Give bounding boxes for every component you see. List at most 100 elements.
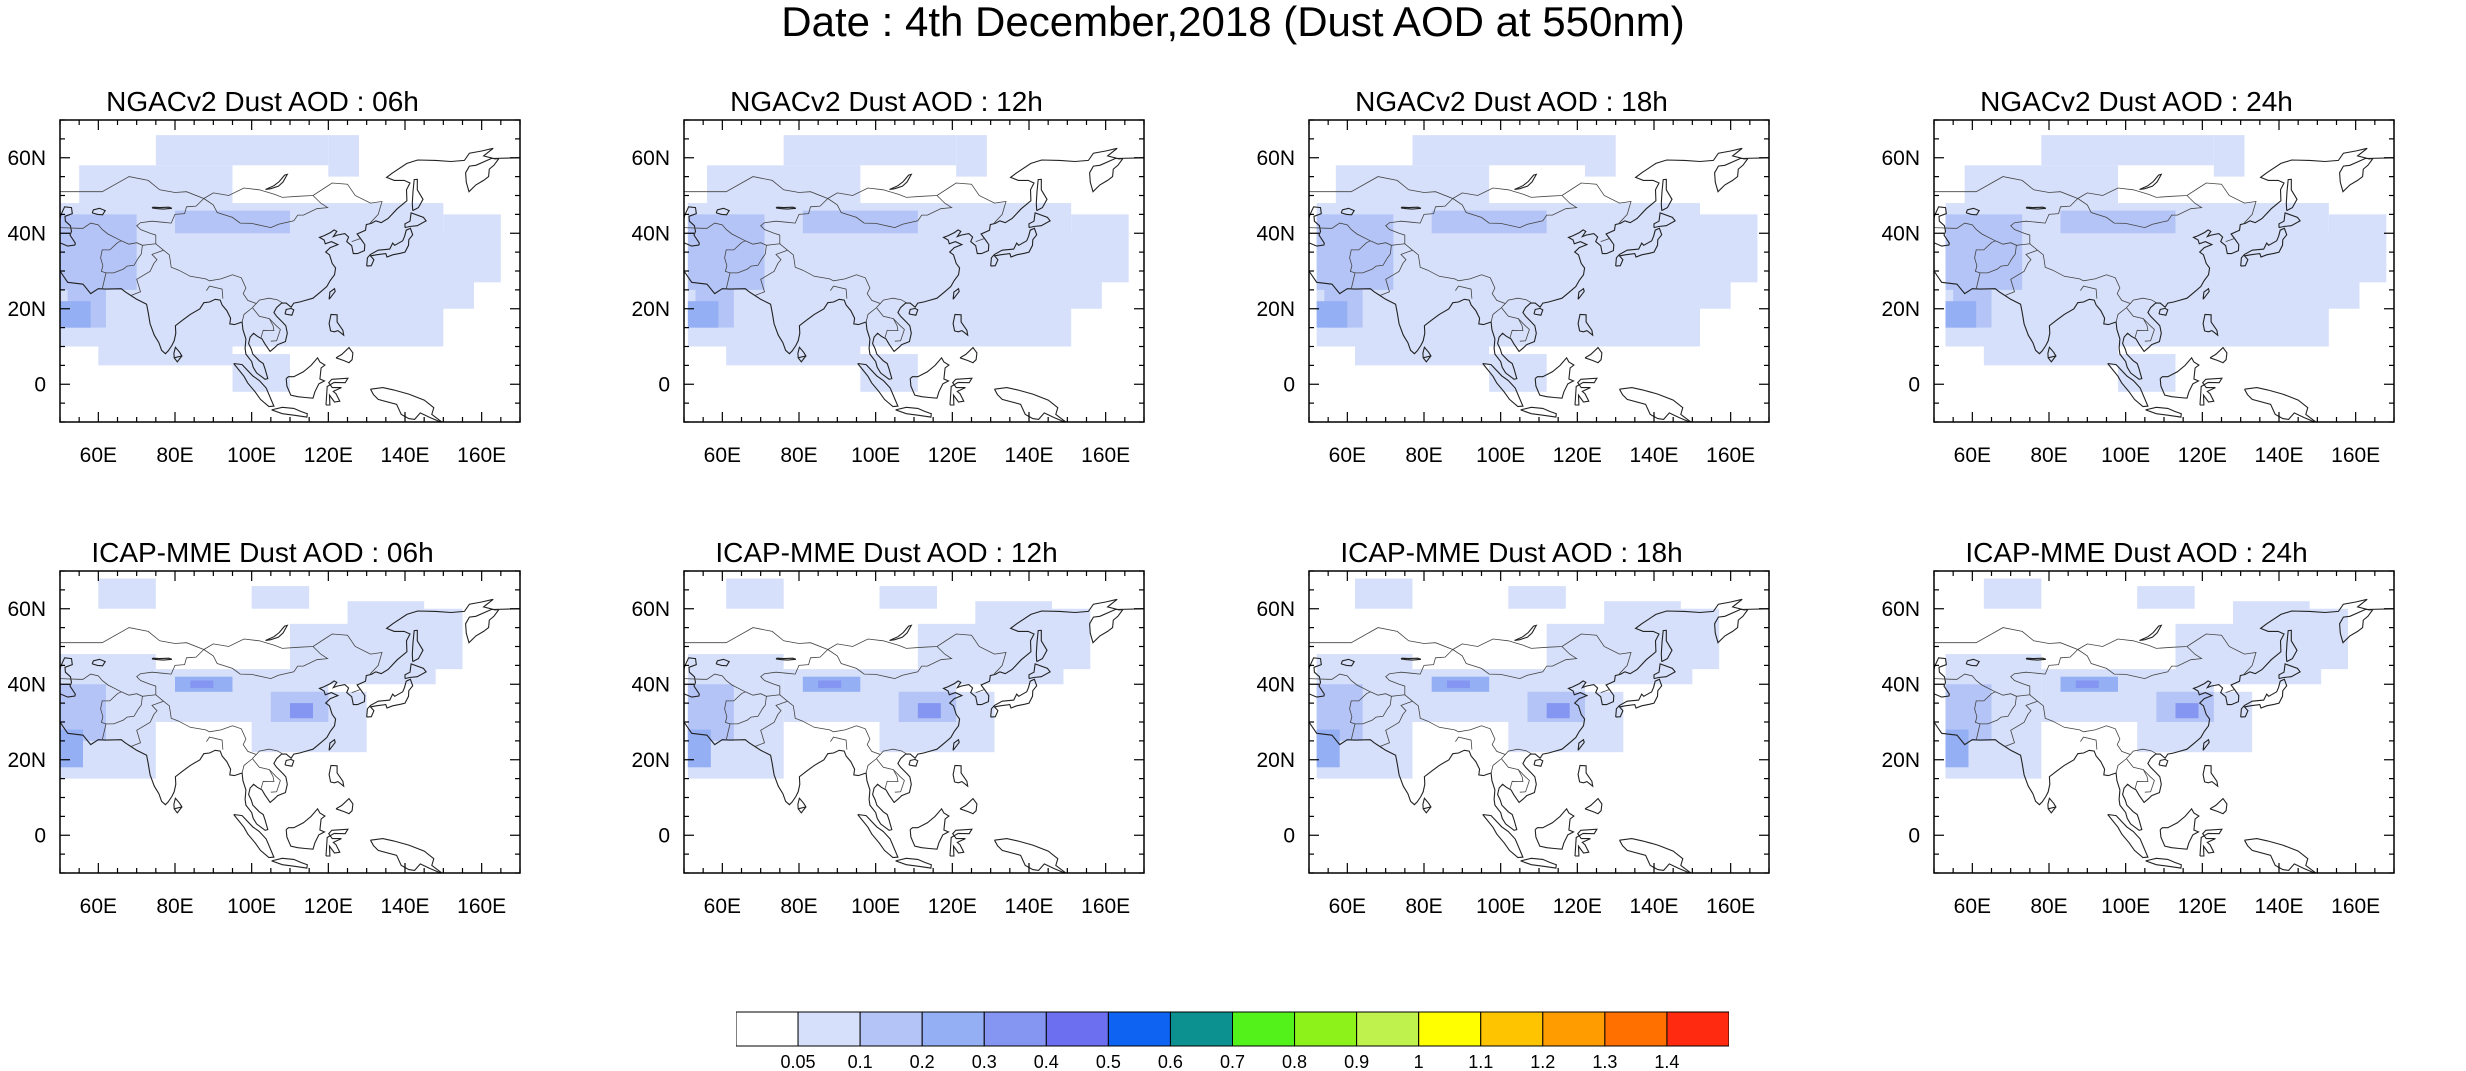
- aod-cell: [2075, 680, 2099, 689]
- coastline: [151, 206, 173, 210]
- lon-tick-label: 120E: [1553, 444, 1602, 467]
- coastline: [1660, 629, 1673, 663]
- coastline: [1615, 227, 1663, 267]
- border-line: [2115, 307, 2127, 323]
- aod-cell: [1945, 729, 1969, 768]
- coastline: [1514, 624, 1538, 642]
- coastline: [1035, 629, 1048, 663]
- aod-cell: [60, 729, 83, 768]
- coastline: [1482, 813, 1524, 859]
- aod-cell: [2213, 135, 2245, 177]
- coastline: [857, 813, 899, 859]
- aod-cell: [1447, 680, 1470, 689]
- lon-tick-label: 60E: [1954, 895, 1991, 918]
- coastline: [895, 406, 932, 418]
- coastline: [1577, 287, 1585, 300]
- coastline: [2244, 838, 2317, 873]
- coastline: [2202, 287, 2210, 300]
- colorbar-label: 1.3: [1592, 1052, 1617, 1071]
- panel-title: ICAP-MME Dust AOD : 06h: [91, 537, 434, 568]
- border-line: [203, 646, 329, 680]
- aod-cell: [2118, 354, 2176, 392]
- coastline: [2209, 797, 2228, 815]
- coastline: [949, 828, 973, 857]
- aod-cell: [1316, 301, 1348, 328]
- coastline: [1965, 658, 1981, 667]
- border-line: [875, 754, 899, 790]
- lon-tick-label: 80E: [156, 444, 193, 467]
- coastline: [325, 828, 349, 857]
- aod-cell: [1983, 327, 2118, 366]
- coastline: [328, 287, 336, 300]
- coastline: [284, 307, 295, 316]
- lon-tick-label: 160E: [457, 444, 506, 467]
- coastline: [1934, 657, 1950, 698]
- border-line: [130, 249, 164, 296]
- border-line: [1309, 176, 1632, 225]
- map-panel-ngacv2-06h: NGACv2 Dust AOD : 06h 60E 80E 100E 120E 140E 1…: [0, 84, 525, 514]
- border-line: [1518, 769, 1530, 793]
- border-line: [1309, 198, 1454, 246]
- aod-field: [1945, 578, 2348, 779]
- lat-tick-label: 0: [1908, 824, 1920, 847]
- coastline: [328, 738, 336, 751]
- colorbar-label: 0.4: [1034, 1052, 1059, 1071]
- aod-cell: [802, 210, 918, 234]
- border-line: [975, 689, 985, 693]
- border-line: [724, 240, 746, 290]
- aod-cell: [687, 729, 711, 768]
- coastline: [328, 313, 345, 337]
- coastline: [2158, 758, 2169, 767]
- coastline: [173, 346, 183, 363]
- border-line: [1452, 646, 1578, 680]
- coastline: [2199, 828, 2223, 857]
- coastline: [1422, 797, 1432, 814]
- border-line: [684, 627, 1007, 676]
- lat-tick-label: 20N: [1256, 298, 1295, 321]
- aod-cell: [405, 608, 463, 670]
- lon-tick-label: 60E: [704, 444, 741, 467]
- lon-tick-label: 100E: [227, 444, 276, 467]
- colorbar-swatch: [1232, 1011, 1296, 1047]
- colorbar: 0.05 0.1 0.2 0.3 0.4 0.5 0.6 0.7 0.8 0.9 1 1.1 1.2 1.…: [736, 1011, 1729, 1071]
- coastline: [684, 206, 700, 247]
- border-line: [779, 243, 907, 304]
- coastline: [2145, 857, 2182, 869]
- coastline: [909, 356, 950, 399]
- border-line: [1309, 649, 1454, 697]
- coastline: [909, 807, 950, 850]
- lon-tick-label: 120E: [1553, 895, 1602, 918]
- aod-field: [687, 135, 1129, 392]
- border-line: [60, 649, 205, 697]
- coastlines: [1934, 598, 2394, 873]
- coastline: [2047, 797, 2057, 814]
- border-line: [269, 769, 281, 793]
- colorbar-swatch: [1045, 1011, 1109, 1047]
- aod-cell: [1508, 586, 1566, 609]
- lon-tick-label: 160E: [457, 895, 506, 918]
- border-line: [2225, 689, 2235, 693]
- border-line: [106, 245, 143, 274]
- coastline: [715, 207, 731, 216]
- coastline: [952, 738, 960, 751]
- coastlines: [60, 598, 520, 873]
- coastline: [1482, 362, 1524, 408]
- lon-tick-label: 160E: [2331, 444, 2380, 467]
- border-line: [2125, 754, 2149, 790]
- border-line: [155, 243, 283, 304]
- border-line: [1379, 700, 1413, 747]
- coastline: [2139, 173, 2163, 191]
- coastline: [797, 797, 807, 814]
- border-line: [106, 696, 143, 725]
- coastline: [990, 678, 1038, 718]
- coastline: [684, 147, 1144, 380]
- coastline: [91, 207, 107, 216]
- lat-tick-label: 40N: [1881, 222, 1920, 245]
- border-line: [827, 195, 953, 229]
- coastline: [1035, 178, 1048, 212]
- coastline: [1584, 797, 1603, 815]
- coastlines: [1309, 147, 1769, 422]
- aod-cell: [879, 586, 937, 609]
- coastline: [952, 287, 960, 300]
- colorbar-label: 0.5: [1096, 1052, 1121, 1071]
